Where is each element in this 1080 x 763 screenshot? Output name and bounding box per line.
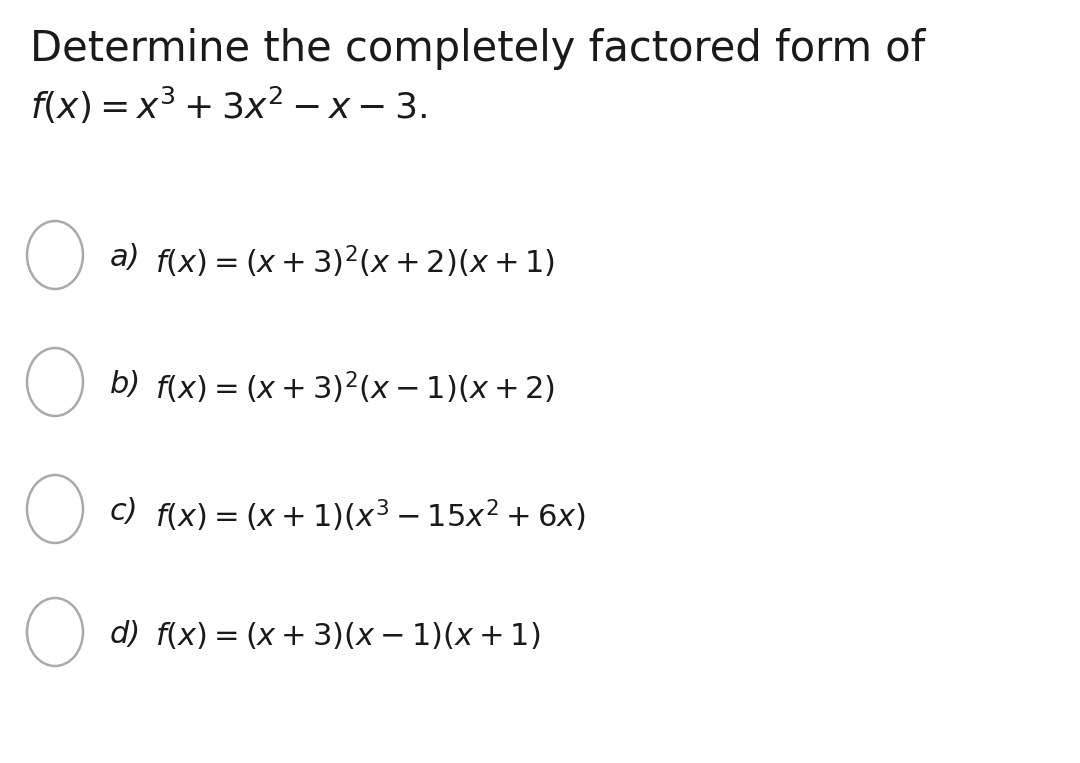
Text: d): d) — [110, 620, 141, 649]
Text: b): b) — [110, 370, 141, 399]
Text: $\mathit{f}(x) = x^3 + 3x^2 - x - 3.$: $\mathit{f}(x) = x^3 + 3x^2 - x - 3.$ — [30, 85, 427, 126]
Text: a): a) — [110, 243, 140, 272]
Text: Determine the completely factored form of: Determine the completely factored form o… — [30, 28, 926, 70]
Text: $\mathit{f}(x) = (x+3)(x-1)(x+1)$: $\mathit{f}(x) = (x+3)(x-1)(x+1)$ — [156, 620, 540, 651]
Text: $\mathit{f}(x) = (x+3)^2(x+2)(x+1)$: $\mathit{f}(x) = (x+3)^2(x+2)(x+1)$ — [156, 243, 555, 279]
Text: $\mathit{f}(x) = (x+3)^2(x-1)(x+2)$: $\mathit{f}(x) = (x+3)^2(x-1)(x+2)$ — [156, 370, 555, 407]
Text: c): c) — [110, 497, 138, 526]
Text: $\mathit{f}(x) = (x+1)(x^3-15x^2+6x)$: $\mathit{f}(x) = (x+1)(x^3-15x^2+6x)$ — [156, 497, 585, 533]
